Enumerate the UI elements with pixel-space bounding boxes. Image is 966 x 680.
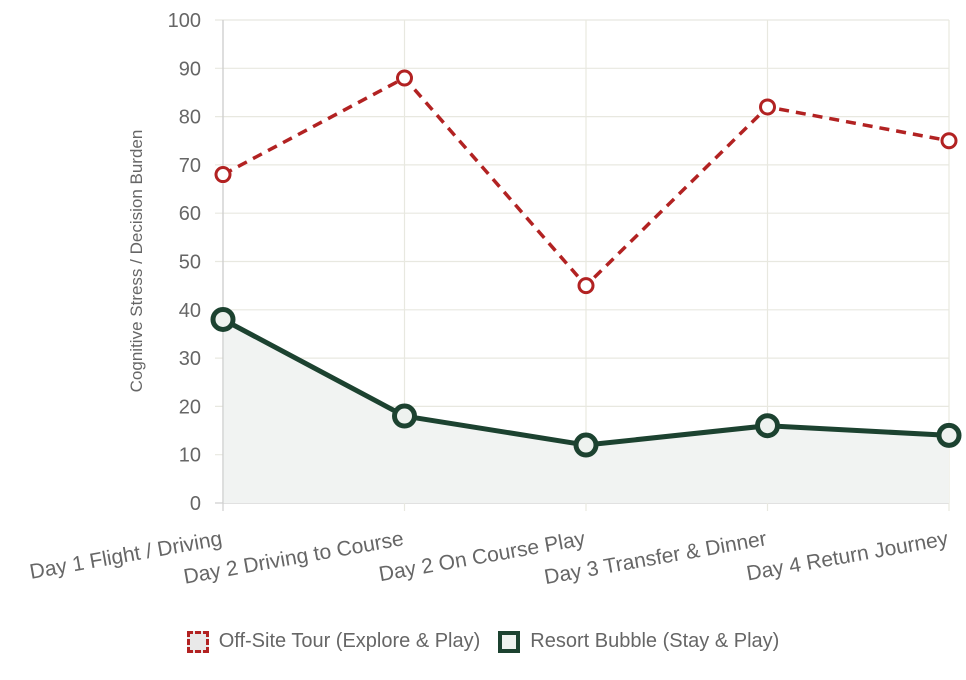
series-points xyxy=(210,69,962,458)
y-tick-label: 10 xyxy=(179,445,201,467)
y-axis-label: Cognitive Stress / Decision Burden xyxy=(127,130,146,393)
y-tick-label: 60 xyxy=(179,203,201,225)
y-tick-label: 20 xyxy=(179,396,201,418)
data-point-series-0 xyxy=(214,166,232,184)
y-tick-label: 30 xyxy=(179,348,201,370)
data-point-series-1 xyxy=(210,306,236,332)
data-point-series-1 xyxy=(755,413,780,439)
data-point-series-1 xyxy=(392,403,417,429)
data-point-series-0 xyxy=(759,98,776,116)
legend-item-resort[interactable]: Resort Bubble (Stay & Play) xyxy=(498,630,779,653)
y-tick-label: 70 xyxy=(179,155,201,177)
y-tick-label: 40 xyxy=(179,300,201,322)
legend-item-offsite[interactable]: Off-Site Tour (Explore & Play) xyxy=(186,630,481,653)
legend: Off-Site Tour (Explore & Play) Resort Bu… xyxy=(0,630,966,653)
data-point-series-0 xyxy=(577,277,595,295)
data-point-series-1 xyxy=(936,422,962,448)
y-tick-label: 50 xyxy=(179,252,201,274)
legend-swatch-offsite xyxy=(186,630,209,653)
legend-label-resort: Resort Bubble (Stay & Play) xyxy=(530,630,780,652)
legend-swatch-resort xyxy=(498,630,521,653)
series-area-1 xyxy=(223,319,949,503)
area-fill xyxy=(223,319,949,503)
y-tick-label: 0 xyxy=(190,493,201,515)
data-point-series-0 xyxy=(940,132,958,150)
legend-label-offsite: Off-Site Tour (Explore & Play) xyxy=(218,630,481,652)
y-tick-label: 100 xyxy=(168,10,201,32)
x-tick-label: Day 4 Return Journey xyxy=(745,527,951,585)
data-point-series-1 xyxy=(573,432,599,458)
y-tick-label: 80 xyxy=(179,107,201,129)
y-tick-label: 90 xyxy=(179,58,201,80)
data-point-series-0 xyxy=(396,69,413,87)
